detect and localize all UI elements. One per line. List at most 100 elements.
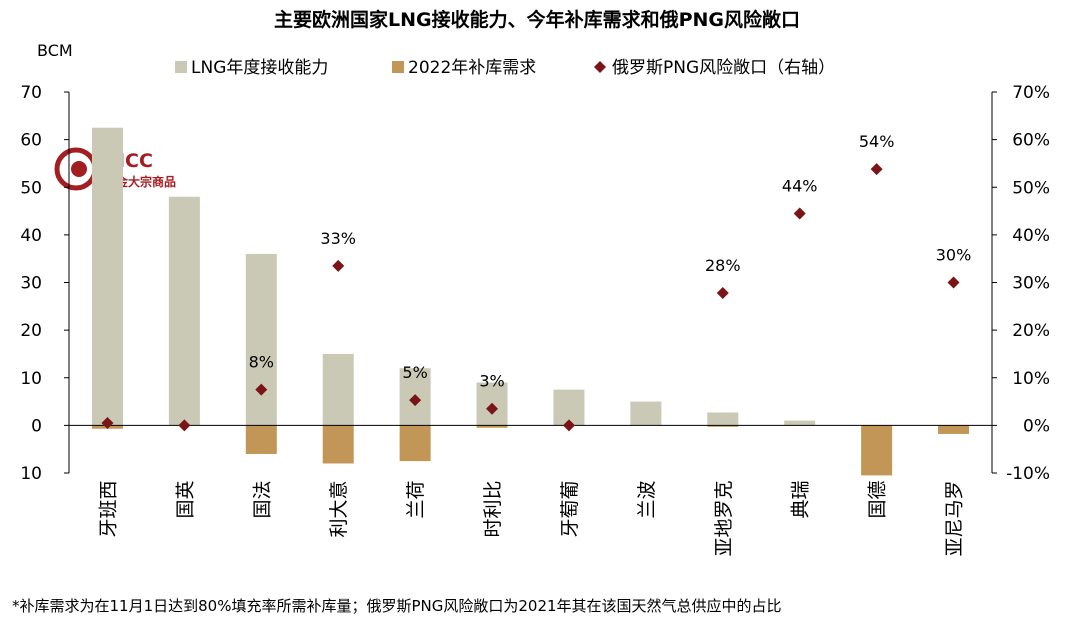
category-label-char: 班 <box>97 499 119 518</box>
right-axis-tick-label: 40% <box>1012 226 1050 246</box>
category-label-char: 利 <box>328 518 350 537</box>
category-label: 西班牙 <box>97 480 119 537</box>
exposure-point-label: 33% <box>320 229 356 248</box>
category-label: 比利时 <box>482 480 504 537</box>
left-axis-unit: BCM <box>37 41 73 60</box>
exposure-point-label: 44% <box>782 176 818 195</box>
footnote: *补库需求为在11月1日达到80%填充率所需补库量；俄罗斯PNG风险敞口为202… <box>12 597 782 615</box>
right-axis-tick-label: 10% <box>1012 369 1050 389</box>
exposure-point <box>101 416 114 429</box>
left-axis-tick-label: 10 <box>20 369 42 389</box>
left-axis-tick-label: 40 <box>20 226 42 246</box>
left-axis-tick-label: 30 <box>20 274 42 294</box>
right-axis-tick-label: 0% <box>1023 416 1050 436</box>
lng-capacity-bar <box>91 127 123 426</box>
category-label: 意大利 <box>328 480 350 537</box>
category-label-char: 牙 <box>559 518 581 537</box>
exposure-point <box>409 394 422 407</box>
category-label-char: 国 <box>174 499 196 518</box>
category-label-char: 牙 <box>97 518 119 537</box>
right-axis-tick-label: 30% <box>1012 274 1050 294</box>
exposure-point-label: 8% <box>249 353 274 372</box>
chart-title: 主要欧洲国家LNG接收能力、今年补库需求和俄PNG风险敞口 <box>274 8 800 31</box>
category-label-char: 英 <box>174 480 196 499</box>
restock-demand-bar <box>707 425 739 427</box>
right-axis-tick-label: 70% <box>1012 83 1050 103</box>
exposure-point-label: 54% <box>859 132 895 151</box>
right-axis-tick-label: 20% <box>1012 321 1050 341</box>
category-label: 波兰 <box>636 480 658 518</box>
restock-demand-bar <box>399 425 431 462</box>
exposure-point <box>486 402 499 415</box>
category-label-char: 罗 <box>944 480 966 499</box>
category-label-char: 亚 <box>944 537 966 556</box>
left-axis-tick-label: 20 <box>20 321 42 341</box>
category-label-char: 大 <box>328 499 350 518</box>
right-axis: 70% 60% 50% 40% 30% 20% 10% 0% -10% <box>991 83 1050 484</box>
left-axis-tick-label: 50 <box>20 178 42 198</box>
category-label: 荷兰 <box>405 480 427 518</box>
category-label-char: 国 <box>251 499 273 518</box>
exposure-point <box>870 163 883 176</box>
category-label-char: 利 <box>482 499 504 518</box>
exposure-point-label: 28% <box>705 256 741 275</box>
exposure-point <box>562 419 575 432</box>
category-label-char: 瑞 <box>790 480 812 499</box>
lng-capacity-bar <box>168 196 200 426</box>
lng-capacity-bar <box>784 420 816 426</box>
exposure-point-label: 5% <box>402 363 427 382</box>
category-label: 英国 <box>174 480 196 518</box>
legend-swatch-lng <box>175 61 187 73</box>
legend-label-exposure: 俄罗斯PNG风险敞口（右轴） <box>612 58 835 78</box>
left-axis-tick-label: 70 <box>20 83 42 103</box>
exposure-point <box>947 276 960 289</box>
cicc-logo-inner <box>71 161 87 177</box>
legend: LNG年度接收能力 2022年补库需求 俄罗斯PNG风险敞口（右轴） <box>175 58 835 78</box>
category-label-char: 地 <box>713 518 735 537</box>
category-label-char: 马 <box>944 499 966 518</box>
right-axis-tick-label: 60% <box>1012 131 1050 151</box>
category-label-char: 萄 <box>559 499 581 518</box>
restock-demand-bar <box>476 425 508 428</box>
right-axis-tick-label: -10% <box>1006 464 1050 484</box>
category-label-char: 荷 <box>405 480 427 499</box>
legend-swatch-restock <box>392 61 404 73</box>
left-axis-tick-label: 0 <box>31 416 42 436</box>
bars <box>91 127 970 476</box>
category-label: 法国 <box>251 480 273 518</box>
exposure-points: 8% 33% 5% 3% 28% 44% 54% 30% <box>101 132 972 432</box>
category-label-char: 波 <box>636 480 658 499</box>
restock-demand-bar <box>245 425 277 454</box>
category-label-char: 西 <box>97 480 119 499</box>
lng-capacity-bar <box>245 253 277 426</box>
category-label-char: 典 <box>790 499 812 518</box>
category-label: 葡萄牙 <box>559 480 581 537</box>
exposure-point-label: 3% <box>479 372 504 391</box>
category-label-char: 比 <box>482 480 504 499</box>
category-label-char: 兰 <box>405 499 427 518</box>
legend-label-restock: 2022年补库需求 <box>408 58 536 78</box>
category-label-char: 时 <box>482 518 504 537</box>
left-axis-tick-label: 10 <box>20 464 42 484</box>
category-label-char: 意 <box>328 480 350 499</box>
exposure-point <box>255 383 268 396</box>
right-axis-tick-label: 50% <box>1012 178 1050 198</box>
category-label-char: 德 <box>867 480 889 499</box>
category-label-char: 亚 <box>713 537 735 556</box>
left-axis-tick-label: 60 <box>20 131 42 151</box>
category-label: 瑞典 <box>790 480 812 518</box>
lng-capacity-bar <box>322 353 354 426</box>
exposure-point-label: 30% <box>936 246 972 265</box>
restock-demand-bar <box>861 425 893 476</box>
legend-label-lng: LNG年度接收能力 <box>191 58 328 78</box>
lng-capacity-bar <box>707 412 739 426</box>
lng-capacity-bar <box>630 401 662 426</box>
legend-marker-exposure <box>594 61 606 73</box>
exposure-point <box>793 207 806 220</box>
category-label-char: 尼 <box>944 518 966 537</box>
category-label-char: 国 <box>867 499 889 518</box>
